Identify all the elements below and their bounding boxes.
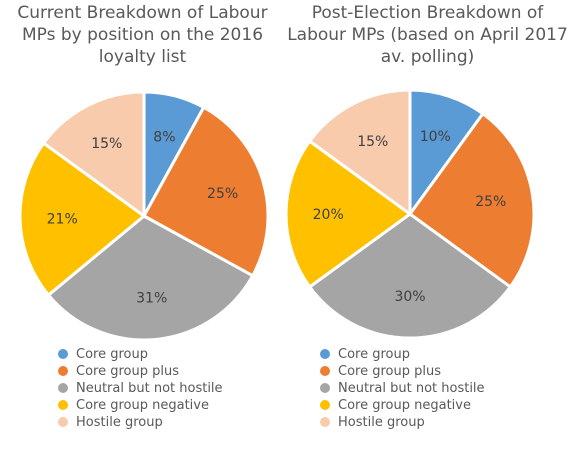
legend-label: Core group negative <box>76 398 209 413</box>
pie-slice <box>285 139 413 289</box>
pie-slice-label: 25% <box>207 186 238 202</box>
pie-slice-label: 20% <box>313 207 344 223</box>
legend-swatch <box>58 417 68 427</box>
legend-swatch <box>58 349 68 359</box>
legend-item: Core group negative <box>320 397 485 414</box>
chart-title-line: Current Breakdown of Labour <box>17 3 268 23</box>
legend-swatch <box>58 366 68 376</box>
chart-legend: Core group Core group plus Neutral but not… <box>58 346 223 431</box>
legend-label: Core group <box>76 347 148 362</box>
chart-post-election-breakdown: Post-Election Breakdown of Labour MPs (b… <box>285 0 570 457</box>
legend-swatch <box>320 417 330 427</box>
legend-item: Neutral but not hostile <box>58 380 223 397</box>
legend-label: Neutral but not hostile <box>76 381 223 396</box>
legend-label: Core group <box>338 347 410 362</box>
legend-label: Core group negative <box>338 398 471 413</box>
legend-swatch <box>58 383 68 393</box>
legend-label: Neutral but not hostile <box>338 381 485 396</box>
pie-slice-label: 8% <box>153 130 175 146</box>
legend-label: Hostile group <box>338 415 425 430</box>
chart-title: Post-Election Breakdown of Labour MPs (b… <box>285 2 570 68</box>
legend-item: Core group plus <box>320 363 485 380</box>
legend-item: Core group plus <box>58 363 223 380</box>
legend-swatch <box>320 400 330 410</box>
pie-slice-label: 10% <box>420 129 451 145</box>
legend-item: Hostile group <box>58 414 223 431</box>
pie-slice-label: 21% <box>47 212 78 228</box>
chart-title-line: av. polling) <box>380 47 475 67</box>
legend-swatch <box>320 349 330 359</box>
legend-item: Hostile group <box>320 414 485 431</box>
pie-chart: 10% 25% 30% 20% 15% <box>285 88 536 340</box>
legend-label: Core group plus <box>338 364 441 379</box>
pie-slice <box>18 141 147 298</box>
pie-slice-label: 30% <box>394 289 425 305</box>
legend-label: Hostile group <box>76 415 163 430</box>
pie-slice <box>408 88 485 219</box>
pie-slice <box>407 111 536 289</box>
chart-title-line: Labour MPs (based on April 2017 <box>287 25 568 45</box>
chart-title-line: MPs by position on the 2016 <box>21 25 264 45</box>
pie-slice-label: 25% <box>475 194 506 210</box>
pie-slice <box>141 105 270 278</box>
chart-title: Current Breakdown of Labour MPs by posit… <box>0 2 285 68</box>
chart-current-breakdown: Current Breakdown of Labour MPs by posit… <box>0 2 285 431</box>
legend-label: Core group plus <box>76 364 179 379</box>
legend-item: Core group <box>58 346 223 363</box>
legend-swatch <box>58 400 68 410</box>
pie-slice-label: 15% <box>357 134 388 150</box>
legend-swatch <box>320 366 330 376</box>
chart-title-line: loyalty list <box>98 47 187 67</box>
pie-slice-label: 15% <box>91 136 122 152</box>
pie-slice-label: 31% <box>136 291 167 307</box>
legend-swatch <box>320 383 330 393</box>
chart-legend: Core group Core group plus Neutral but not… <box>320 346 485 431</box>
legend-item: Core group negative <box>58 397 223 414</box>
pie-chart: 8% 25% 31% 21% 15% <box>18 90 270 342</box>
pie-slice <box>46 214 255 342</box>
pie-slice <box>41 90 146 219</box>
pie-slice <box>307 212 513 340</box>
chart-title-line: Post-Election Breakdown of <box>311 3 544 23</box>
legend-item: Neutral but not hostile <box>320 380 485 397</box>
pie-slice <box>307 88 412 217</box>
legend-item: Core group <box>320 346 485 363</box>
